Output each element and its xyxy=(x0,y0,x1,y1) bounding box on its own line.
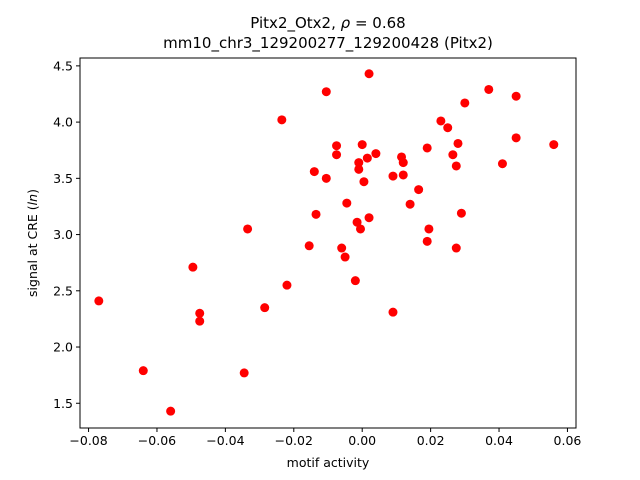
x-tick-label: −0.04 xyxy=(206,433,244,448)
y-tick-label: 2.5 xyxy=(53,283,73,298)
data-point xyxy=(340,252,350,262)
data-point xyxy=(511,91,521,101)
data-point xyxy=(451,243,461,253)
data-point xyxy=(277,115,287,125)
data-point xyxy=(332,141,342,151)
data-point xyxy=(352,217,362,227)
y-axis-ticks: 1.5 2.0 2.5 3.0 3.5 4.0 4.5 xyxy=(53,58,80,411)
y-tick-label: 2.0 xyxy=(53,340,73,355)
x-tick-label: −0.08 xyxy=(69,433,107,448)
data-point xyxy=(243,224,253,234)
data-point xyxy=(354,164,364,174)
data-point xyxy=(166,406,176,416)
data-point xyxy=(195,308,205,318)
data-point xyxy=(422,143,432,153)
x-axis-ticks: −0.08 −0.06 −0.04 −0.02 0.00 0.02 0.04 0.06 xyxy=(69,428,581,448)
data-point xyxy=(456,208,466,218)
data-point xyxy=(359,177,369,187)
y-tick-label: 3.0 xyxy=(53,227,73,242)
x-tick-label: −0.06 xyxy=(138,433,176,448)
data-point xyxy=(424,224,434,234)
data-point xyxy=(260,303,270,313)
data-point xyxy=(448,150,458,160)
rho-symbol: ρ xyxy=(341,14,351,32)
data-point xyxy=(282,280,292,290)
data-points xyxy=(94,69,559,416)
y-axis-label: signal at CRE (ln) xyxy=(25,189,40,297)
data-point xyxy=(405,199,415,209)
data-point xyxy=(398,158,408,168)
data-point xyxy=(94,296,104,306)
data-point xyxy=(414,185,424,195)
data-point xyxy=(309,167,319,177)
data-point xyxy=(350,276,360,286)
data-point xyxy=(388,171,398,181)
data-point xyxy=(371,149,381,159)
x-tick-label: 0.02 xyxy=(417,433,445,448)
data-point xyxy=(497,159,507,169)
data-point xyxy=(138,366,148,376)
data-point xyxy=(337,243,347,253)
data-point xyxy=(549,140,559,150)
y-tick-label: 1.5 xyxy=(53,396,73,411)
y-tick-label: 4.0 xyxy=(53,115,73,130)
data-point xyxy=(354,158,364,168)
x-tick-label: 0.00 xyxy=(348,433,376,448)
chart-title-line2: mm10_chr3_129200277_129200428 (Pitx2) xyxy=(163,34,493,53)
data-point xyxy=(388,307,398,317)
data-point xyxy=(484,84,494,94)
data-point xyxy=(453,138,463,148)
data-point xyxy=(422,236,432,246)
data-point xyxy=(451,161,461,171)
y-tick-label: 3.5 xyxy=(53,171,73,186)
data-point xyxy=(364,69,374,79)
data-point xyxy=(342,198,352,208)
x-tick-label: 0.06 xyxy=(554,433,582,448)
data-point xyxy=(195,316,205,326)
data-point xyxy=(188,262,198,272)
y-tick-label: 4.5 xyxy=(53,58,73,73)
data-point xyxy=(239,368,249,378)
data-point xyxy=(362,153,372,163)
x-axis-label: motif activity xyxy=(287,455,370,470)
data-point xyxy=(311,209,321,219)
plot-area-frame xyxy=(79,57,577,429)
data-point xyxy=(460,98,470,108)
data-point xyxy=(321,173,331,183)
data-point xyxy=(321,87,331,97)
data-point xyxy=(511,133,521,143)
data-point xyxy=(436,116,446,126)
x-tick-label: 0.04 xyxy=(485,433,513,448)
chart-title-line1: Pitx2_Otx2, ρ = 0.68 xyxy=(250,14,405,33)
data-point xyxy=(304,241,314,251)
data-point xyxy=(443,123,453,133)
data-point xyxy=(355,224,365,234)
data-point xyxy=(332,150,342,160)
x-tick-label: −0.02 xyxy=(275,433,313,448)
data-point xyxy=(357,140,367,150)
data-point xyxy=(364,213,374,223)
data-point xyxy=(398,170,408,180)
